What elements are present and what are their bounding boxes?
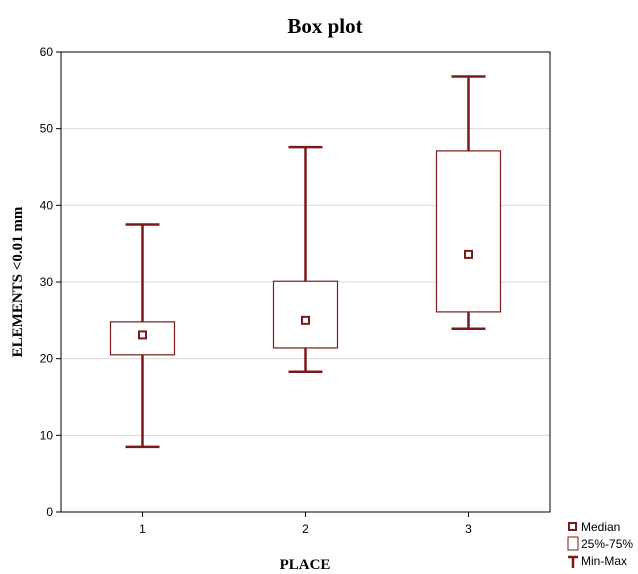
legend-item-box: 25%-75%: [567, 536, 633, 551]
iqr-box: [435, 150, 502, 313]
y-tick-label: 0: [46, 505, 53, 519]
median-marker: [464, 249, 473, 259]
y-tick-label: 10: [40, 428, 54, 442]
iqr-box: [272, 280, 339, 349]
box-group-2: [272, 145, 339, 373]
y-tick-label: 40: [40, 198, 54, 212]
y-axis-label: ELEMENTS <0.01 mm: [10, 206, 26, 357]
x-tick-label: 3: [465, 522, 472, 536]
legend-median-symbol: [568, 522, 577, 531]
y-tick-label: 50: [40, 122, 54, 136]
chart-title: Box plot: [287, 14, 362, 38]
boxes: [109, 75, 502, 449]
y-tick-label: 60: [40, 45, 54, 59]
legend-item-whisker: Min-Max: [568, 554, 627, 568]
x-axis: 1 2 3: [139, 512, 472, 536]
legend: Median 25%-75% Min-Max: [567, 520, 633, 568]
legend-item-square-point: Median: [568, 520, 620, 534]
x-tick-label: 1: [139, 522, 146, 536]
box-group-1: [109, 223, 176, 449]
x-axis-label: PLACE: [280, 557, 331, 573]
box-group-3: [435, 75, 502, 331]
legend-label: 25%-75%: [581, 537, 633, 551]
y-axis: 0 10 20 30 40 50 60: [40, 45, 61, 519]
legend-label: Median: [581, 520, 620, 534]
legend-label: Min-Max: [581, 554, 627, 568]
y-tick-label: 30: [40, 275, 54, 289]
legend-box-symbol: [567, 536, 579, 551]
median-marker: [301, 315, 310, 325]
x-tick-label: 2: [302, 522, 309, 536]
y-tick-label: 20: [40, 352, 54, 366]
median-marker: [138, 330, 147, 340]
